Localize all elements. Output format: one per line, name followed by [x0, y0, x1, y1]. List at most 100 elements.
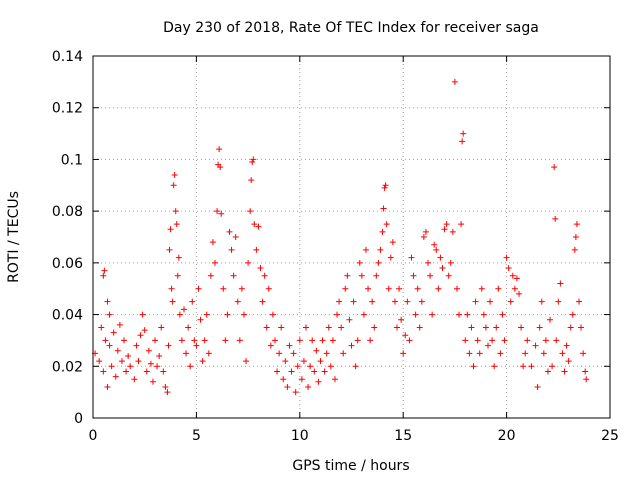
data-point: [243, 358, 250, 365]
data-point: [276, 350, 283, 357]
data-point: [247, 208, 254, 215]
data-point: [116, 321, 123, 328]
data-point: [346, 316, 353, 323]
data-point: [489, 337, 496, 344]
data-point: [482, 324, 489, 331]
data-point: [557, 280, 564, 287]
data-point: [212, 259, 219, 266]
data-point: [389, 239, 396, 246]
data-point: [447, 259, 454, 266]
data-point: [468, 324, 475, 331]
data-point: [189, 298, 196, 305]
data-point: [319, 337, 326, 344]
data-point: [334, 311, 341, 318]
data-point: [441, 226, 448, 233]
data-point: [342, 285, 349, 292]
data-point: [338, 324, 345, 331]
y-tick-label: 0.08: [52, 204, 83, 220]
data-point: [439, 265, 446, 272]
data-point: [491, 363, 498, 370]
data-point: [410, 272, 417, 279]
data-point: [149, 378, 156, 385]
data-point: [178, 337, 185, 344]
data-point: [274, 368, 281, 375]
data-point: [445, 272, 452, 279]
data-point: [217, 164, 224, 171]
data-point: [263, 324, 270, 331]
data-point: [298, 376, 305, 383]
data-point: [104, 383, 111, 390]
data-point: [476, 350, 483, 357]
data-point: [261, 272, 268, 279]
data-point: [427, 272, 434, 279]
data-point: [406, 337, 413, 344]
data-point: [238, 285, 245, 292]
data-point: [580, 350, 587, 357]
data-point: [222, 337, 229, 344]
data-point: [145, 347, 152, 354]
data-point: [391, 298, 398, 305]
data-point: [470, 363, 477, 370]
data-point: [191, 337, 198, 344]
data-point: [137, 332, 144, 339]
data-point: [257, 265, 264, 272]
data-point: [354, 337, 361, 344]
data-point: [553, 337, 560, 344]
data-point: [185, 324, 192, 331]
data-point: [218, 210, 225, 217]
data-point: [250, 156, 257, 163]
data-point: [230, 272, 237, 279]
data-point: [327, 363, 334, 370]
data-point: [152, 337, 159, 344]
data-point: [183, 350, 190, 357]
data-point: [174, 272, 181, 279]
data-point: [538, 298, 545, 305]
data-point: [431, 241, 438, 248]
data-point: [269, 311, 276, 318]
data-point: [147, 360, 154, 367]
data-point: [456, 311, 463, 318]
data-point: [385, 285, 392, 292]
data-point: [528, 363, 535, 370]
data-point: [547, 316, 554, 323]
data-point: [220, 285, 227, 292]
y-tick-label: 0.12: [52, 101, 83, 117]
data-point: [118, 358, 125, 365]
data-point: [567, 324, 574, 331]
data-point: [522, 350, 529, 357]
data-point: [180, 306, 187, 313]
data-point: [480, 311, 487, 318]
data-point: [296, 337, 303, 344]
data-point: [325, 324, 332, 331]
data-point: [331, 376, 338, 383]
data-point: [358, 272, 365, 279]
data-point: [133, 342, 140, 349]
data-point: [518, 324, 525, 331]
data-point: [101, 267, 108, 274]
data-point: [360, 311, 367, 318]
y-tick-label: 0: [74, 411, 83, 427]
data-point: [501, 337, 508, 344]
y-tick-labels: 0 0.02 0.04 0.06 0.08 0.1 0.12 0.14: [52, 49, 83, 427]
grid-lines: [93, 56, 610, 418]
data-point: [497, 350, 504, 357]
data-point: [236, 337, 243, 344]
data-point: [460, 130, 467, 137]
x-tick-label: 15: [394, 428, 412, 444]
data-point: [507, 298, 514, 305]
data-point: [171, 171, 178, 178]
data-point: [197, 316, 204, 323]
data-point: [412, 311, 419, 318]
data-point: [396, 285, 403, 292]
data-point: [160, 368, 167, 375]
data-point: [216, 146, 223, 153]
data-point: [267, 342, 274, 349]
data-point: [173, 221, 180, 228]
y-tick-label: 0.02: [52, 359, 83, 375]
data-point: [106, 342, 113, 349]
data-point: [168, 285, 175, 292]
data-point: [352, 363, 359, 370]
data-point: [549, 363, 556, 370]
data-point: [495, 285, 502, 292]
